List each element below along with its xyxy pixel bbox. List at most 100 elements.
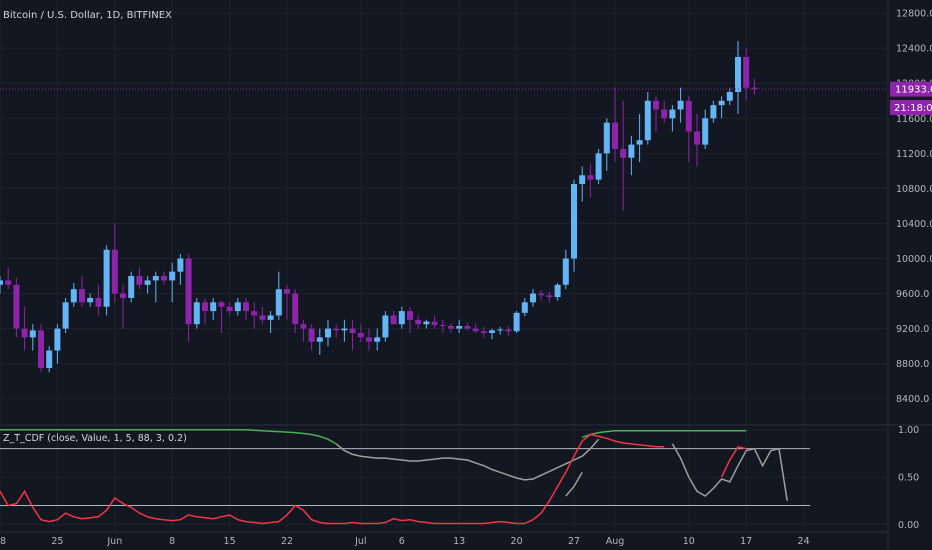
candle-body <box>202 302 208 312</box>
candles <box>0 41 888 373</box>
price-tick-label: 12400.0 <box>896 44 932 55</box>
candle-body <box>316 337 323 342</box>
indicator-lines <box>0 428 810 525</box>
candle-body <box>357 332 364 338</box>
candle-body <box>54 328 61 351</box>
candle-body <box>46 350 53 369</box>
candle-body <box>128 276 135 298</box>
symbol-title: Bitcoin / U.S. Dollar, 1D, BITFINEX <box>3 10 172 21</box>
candle-body <box>702 118 709 145</box>
candle-body <box>530 293 536 303</box>
candle-body <box>669 109 676 119</box>
candle-body <box>38 330 44 369</box>
candle-body <box>636 140 643 145</box>
candle-body <box>620 148 627 158</box>
price-tick-label: 8800.0 <box>896 359 929 370</box>
candle-body <box>538 293 545 296</box>
indicator-series-line <box>0 428 337 445</box>
candle-body <box>718 100 725 106</box>
candle-body <box>161 276 167 281</box>
candle-body <box>415 319 422 325</box>
time-tick-label: 24 <box>798 536 810 547</box>
candle-body <box>275 289 282 316</box>
candle-body <box>571 184 577 259</box>
countdown-badge-value: 21:18:04 <box>894 103 932 114</box>
candle-body <box>136 276 143 285</box>
candle-body <box>595 153 602 180</box>
candle-body <box>325 328 331 338</box>
candle-body <box>726 92 733 101</box>
candle-body <box>177 258 184 272</box>
price-tick-label: 9600.0 <box>896 289 929 300</box>
indicator-series-line <box>565 471 583 497</box>
candle-body <box>464 325 471 329</box>
candle-body <box>292 293 299 325</box>
candle-body <box>521 302 528 313</box>
candle-body <box>29 330 36 338</box>
candle-body <box>448 325 454 329</box>
candle-body <box>497 329 504 331</box>
candle-body <box>661 109 668 119</box>
price-tick-label: 11600.0 <box>896 114 932 125</box>
candle-body <box>751 87 758 90</box>
candle-body <box>374 337 381 342</box>
candle-body <box>349 328 356 333</box>
candle-body <box>70 289 77 303</box>
candle-body <box>546 295 553 298</box>
indicator-axis[interactable]: 0.00 0.50 1.00 <box>898 425 919 531</box>
price-tick-label: 10400.0 <box>896 219 932 230</box>
candle-body <box>423 321 430 325</box>
candle-body <box>308 328 315 342</box>
candle-body <box>644 100 651 141</box>
candle-body <box>366 337 372 342</box>
indicator-series-line <box>0 433 665 525</box>
candle-body <box>505 329 512 332</box>
candle-body <box>185 258 192 325</box>
time-tick-label: 27 <box>568 536 580 547</box>
candle-body <box>554 284 561 298</box>
candle-body <box>103 249 110 307</box>
time-tick-label: 6 <box>399 536 405 547</box>
candle-body <box>5 280 12 285</box>
candle-body <box>431 321 438 326</box>
candle-body <box>743 56 750 88</box>
countdown-badge: 21:18:04 <box>890 100 932 115</box>
candle-body <box>218 302 225 307</box>
time-tick-label: Jul <box>354 536 366 547</box>
candle-body <box>390 315 397 325</box>
candle-body <box>0 280 3 285</box>
candle-body <box>111 249 118 294</box>
price-badge: 11933.0 <box>890 81 932 97</box>
candle-body <box>603 122 610 154</box>
candle-body <box>234 302 241 312</box>
candle-body <box>612 122 618 149</box>
candle-body <box>21 328 28 338</box>
time-axis[interactable]: 18 25 Jun 8 15 22 Jul 6 13 20 27 Aug 10 17 24 <box>0 536 810 547</box>
indicator-tick-label: 0.00 <box>898 520 919 531</box>
candle-body <box>79 289 85 303</box>
candle-body <box>62 302 69 329</box>
candle-body <box>87 297 94 303</box>
candle-body <box>562 258 569 285</box>
candle-body <box>456 325 463 329</box>
time-tick-label: 25 <box>51 536 63 547</box>
candle-body <box>120 293 126 298</box>
candle-body <box>193 302 200 325</box>
candle-body <box>677 100 684 110</box>
price-tick-label: 12800.0 <box>896 9 932 20</box>
indicator-series-line <box>720 445 747 478</box>
price-axis[interactable]: 8400.0 8800.0 9200.0 9600.0 10000.0 10400.0 10… <box>896 9 932 406</box>
indicator-title: Z_T_CDF (close, Value, 1, 5, 88, 3, 0.2) <box>3 433 187 444</box>
candle-body <box>694 131 700 145</box>
price-tick-label: 9200.0 <box>896 324 929 335</box>
time-tick-label: 15 <box>224 536 236 547</box>
candle-body <box>251 311 258 316</box>
price-tick-label: 11200.0 <box>896 149 932 160</box>
candle-body <box>210 302 217 312</box>
time-tick-label: 20 <box>511 536 523 547</box>
candle-body <box>513 312 520 332</box>
candle-body <box>489 330 495 333</box>
price-tick-label: 10000.0 <box>896 254 932 265</box>
